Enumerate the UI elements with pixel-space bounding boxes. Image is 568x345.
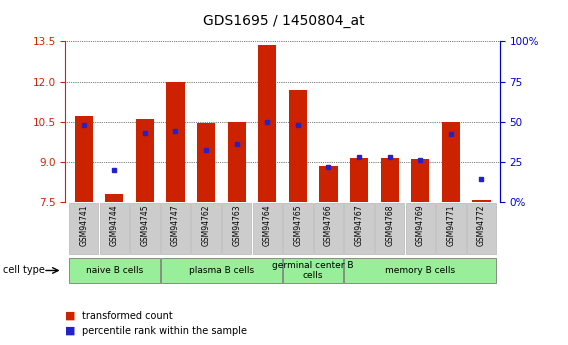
Bar xyxy=(442,122,460,202)
Text: GSM94766: GSM94766 xyxy=(324,205,333,246)
Text: GSM94771: GSM94771 xyxy=(446,205,456,246)
Bar xyxy=(258,46,277,202)
Bar xyxy=(319,166,337,202)
FancyBboxPatch shape xyxy=(161,258,282,283)
FancyBboxPatch shape xyxy=(253,203,282,254)
Text: plasma B cells: plasma B cells xyxy=(189,266,254,275)
Text: GSM94745: GSM94745 xyxy=(140,205,149,246)
FancyBboxPatch shape xyxy=(283,203,312,254)
Text: ■: ■ xyxy=(65,326,76,335)
Text: GDS1695 / 1450804_at: GDS1695 / 1450804_at xyxy=(203,14,365,28)
FancyBboxPatch shape xyxy=(436,203,466,254)
Text: GSM94741: GSM94741 xyxy=(79,205,88,246)
Text: cell type: cell type xyxy=(3,266,45,275)
FancyBboxPatch shape xyxy=(375,203,404,254)
Text: transformed count: transformed count xyxy=(82,311,173,321)
FancyBboxPatch shape xyxy=(406,203,435,254)
Bar xyxy=(381,158,399,202)
FancyBboxPatch shape xyxy=(467,203,496,254)
FancyBboxPatch shape xyxy=(344,203,374,254)
Bar xyxy=(197,123,215,202)
Text: GSM94765: GSM94765 xyxy=(294,205,302,246)
Bar xyxy=(166,81,185,202)
Text: GSM94764: GSM94764 xyxy=(263,205,272,246)
Text: ■: ■ xyxy=(65,311,76,321)
Bar xyxy=(136,119,154,202)
FancyBboxPatch shape xyxy=(314,203,343,254)
Text: GSM94762: GSM94762 xyxy=(202,205,211,246)
Text: germinal center B
cells: germinal center B cells xyxy=(273,261,354,280)
Bar xyxy=(74,116,93,202)
Text: memory B cells: memory B cells xyxy=(385,266,456,275)
Bar xyxy=(289,90,307,202)
Text: GSM94744: GSM94744 xyxy=(110,205,119,246)
Bar xyxy=(105,194,123,202)
Text: GSM94768: GSM94768 xyxy=(385,205,394,246)
Bar xyxy=(411,159,429,202)
Text: GSM94763: GSM94763 xyxy=(232,205,241,246)
Text: naive B cells: naive B cells xyxy=(86,266,143,275)
FancyBboxPatch shape xyxy=(130,203,160,254)
Bar xyxy=(473,200,491,202)
FancyBboxPatch shape xyxy=(69,258,160,283)
Bar xyxy=(228,122,246,202)
FancyBboxPatch shape xyxy=(69,203,98,254)
FancyBboxPatch shape xyxy=(191,203,221,254)
Text: GSM94747: GSM94747 xyxy=(171,205,180,246)
FancyBboxPatch shape xyxy=(161,203,190,254)
Text: GSM94769: GSM94769 xyxy=(416,205,425,246)
Text: percentile rank within the sample: percentile rank within the sample xyxy=(82,326,247,335)
Bar xyxy=(350,158,368,202)
FancyBboxPatch shape xyxy=(222,203,252,254)
Text: GSM94772: GSM94772 xyxy=(477,205,486,246)
Text: GSM94767: GSM94767 xyxy=(354,205,364,246)
FancyBboxPatch shape xyxy=(344,258,496,283)
FancyBboxPatch shape xyxy=(283,258,343,283)
FancyBboxPatch shape xyxy=(99,203,129,254)
